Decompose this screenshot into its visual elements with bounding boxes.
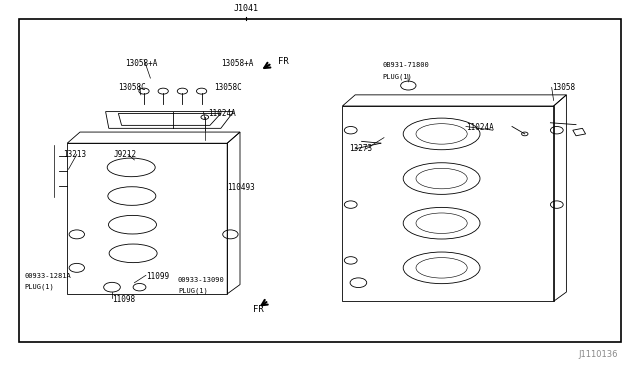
Text: FR: FR (253, 305, 264, 314)
Text: FR: FR (278, 57, 289, 66)
Text: PLUG(1): PLUG(1) (383, 73, 412, 80)
Text: J1110136: J1110136 (578, 350, 618, 359)
Text: 11098: 11098 (112, 295, 135, 304)
Text: 110493: 110493 (227, 183, 255, 192)
Text: 13273: 13273 (349, 144, 372, 153)
Text: 13058C: 13058C (118, 83, 146, 92)
Text: 13058: 13058 (552, 83, 575, 92)
Text: 00933-1281A: 00933-1281A (24, 273, 71, 279)
Text: 13213: 13213 (63, 150, 86, 159)
Text: J9212: J9212 (114, 150, 137, 159)
Text: 00933-13090: 00933-13090 (178, 277, 225, 283)
Text: 13058+A: 13058+A (221, 59, 253, 68)
Text: 11099: 11099 (146, 272, 169, 280)
Text: 0B931-71800: 0B931-71800 (383, 62, 429, 68)
Text: PLUG(1): PLUG(1) (178, 288, 207, 294)
Text: 11024A: 11024A (466, 123, 493, 132)
Text: 11024A: 11024A (208, 109, 236, 118)
Bar (19, 19, 621, 342)
Text: J1041: J1041 (234, 4, 259, 13)
Text: 13058+A: 13058+A (125, 59, 157, 68)
Text: 13058C: 13058C (214, 83, 242, 92)
Text: PLUG(1): PLUG(1) (24, 284, 54, 291)
